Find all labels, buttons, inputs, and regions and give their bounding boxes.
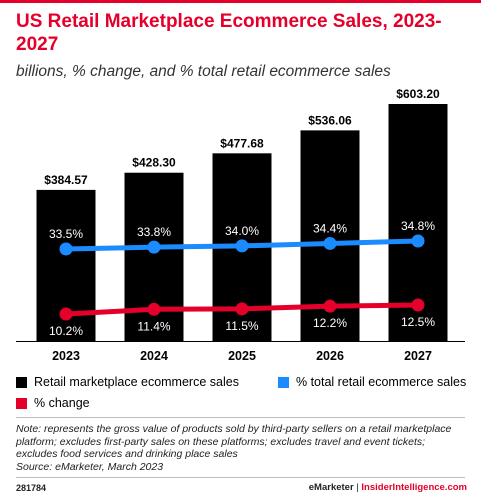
change-point-2024 <box>147 302 161 316</box>
legend-swatch-share <box>278 376 289 388</box>
change-point-2026 <box>323 299 337 313</box>
chart-note: Note: represents the gross value of prod… <box>16 423 468 473</box>
share-point-2027 <box>411 234 425 248</box>
change-point-2023 <box>59 307 73 321</box>
note-text: Note: represents the gross value of prod… <box>16 423 452 460</box>
legend-item-share: % total retail ecommerce sales <box>278 375 466 389</box>
legend-item-change: % change <box>16 396 90 410</box>
x-tick-label-2024: 2024 <box>140 349 168 363</box>
chart-subtitle: billions, % change, and % total retail e… <box>16 63 391 80</box>
x-tick-label-2027: 2027 <box>404 349 432 363</box>
x-tick-label-2025: 2025 <box>228 349 256 363</box>
note-divider <box>16 417 465 418</box>
share-label-2027: 34.8% <box>401 219 435 233</box>
legend-label-sales: Retail marketplace ecommerce sales <box>34 375 239 389</box>
chart-area: $384.57 $428.30 $477.68 $536.06 $603.20 33.5%… <box>16 87 465 363</box>
bar-label-2027: $603.20 <box>396 87 440 101</box>
change-label-2027: 12.5% <box>401 315 435 329</box>
chart-title: US Retail Marketplace Ecommerce Sales, 2… <box>16 11 442 55</box>
brand-emarketer: eMarketer <box>308 482 354 493</box>
bar-label-2024: $428.30 <box>132 156 176 170</box>
share-label-2024: 33.8% <box>137 225 171 239</box>
legend-swatch-sales <box>16 376 27 388</box>
x-tick-label-2026: 2026 <box>316 349 344 363</box>
bar-label-2026: $536.06 <box>308 113 352 127</box>
change-label-2024: 11.4% <box>137 319 170 333</box>
share-label-2025: 34.0% <box>225 224 259 238</box>
share-label-2023: 33.5% <box>49 227 83 241</box>
legend-label-share: % total retail ecommerce sales <box>296 375 467 389</box>
legend-swatch-change <box>16 397 27 409</box>
legend-label-change: % change <box>34 396 90 410</box>
share-label-2026: 34.4% <box>313 221 347 235</box>
share-point-2026 <box>323 236 337 250</box>
change-point-2025 <box>235 302 249 316</box>
brand-insider: InsiderIntelligence.com <box>361 482 467 493</box>
change-label-2023: 10.2% <box>49 324 83 338</box>
brand-separator: | <box>356 482 359 493</box>
share-point-2023 <box>59 242 73 256</box>
change-label-2026: 12.2% <box>313 316 347 330</box>
source-text: Source: eMarketer, March 2023 <box>16 460 164 473</box>
legend-item-sales: Retail marketplace ecommerce sales <box>16 375 239 389</box>
top-accent-bar <box>0 0 481 3</box>
footer-brand: eMarketer | InsiderIntelligence.com <box>309 482 467 493</box>
footer-divider <box>16 477 465 478</box>
change-point-2027 <box>411 298 425 312</box>
share-point-2024 <box>147 240 161 254</box>
chart-id: 281784 <box>16 483 47 493</box>
share-point-2025 <box>235 239 249 253</box>
bar-label-2023: $384.57 <box>44 173 88 187</box>
x-tick-label-2023: 2023 <box>52 349 80 363</box>
change-label-2025: 11.5% <box>225 319 258 333</box>
bar-label-2025: $477.68 <box>220 136 264 150</box>
